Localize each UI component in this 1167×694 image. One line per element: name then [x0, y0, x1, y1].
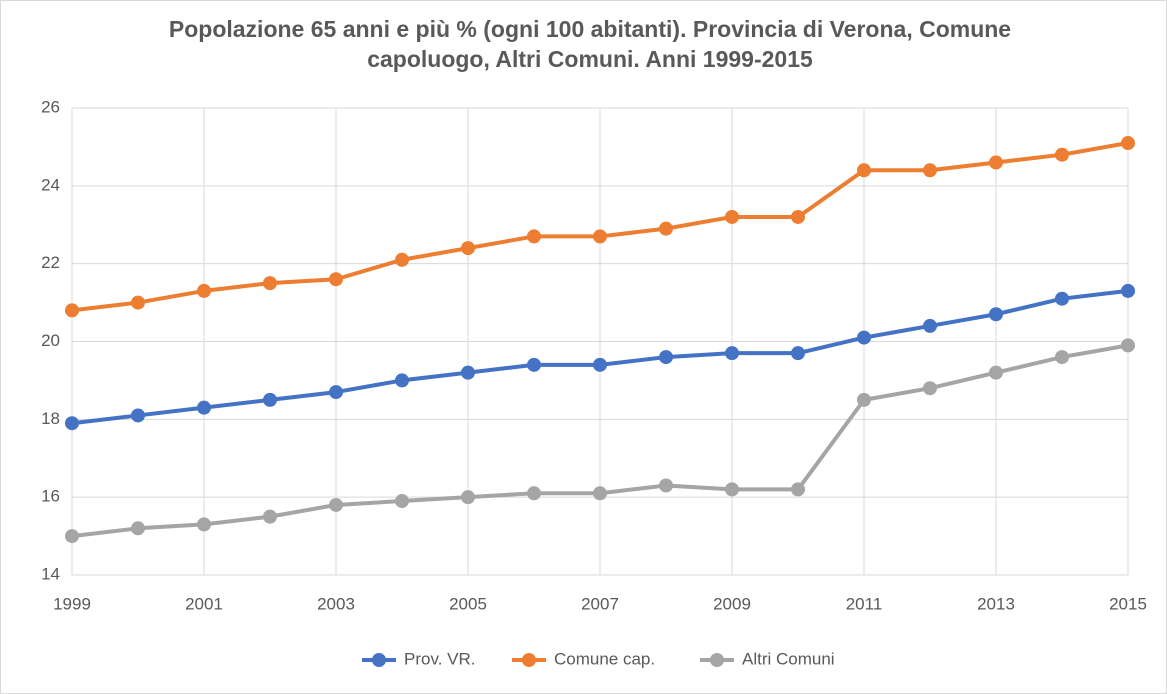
y-tick-label: 26 — [41, 97, 60, 116]
data-point — [527, 357, 541, 372]
data-point — [527, 229, 541, 244]
data-point — [197, 283, 211, 298]
legend-label: Comune cap. — [554, 649, 655, 668]
x-tick-label: 2011 — [846, 594, 883, 613]
data-point — [1121, 136, 1135, 151]
y-tick-label: 14 — [41, 564, 60, 583]
legend-label: Prov. VR. — [404, 649, 475, 668]
data-point — [593, 229, 607, 244]
data-point — [1055, 147, 1069, 162]
data-point — [1121, 283, 1135, 298]
data-point — [395, 494, 409, 509]
data-point — [65, 303, 79, 318]
data-point — [1055, 291, 1069, 306]
x-tick-label: 2007 — [581, 594, 619, 613]
x-tick-label: 2001 — [185, 594, 223, 613]
data-point — [593, 357, 607, 372]
data-point — [857, 163, 871, 178]
legend-marker — [522, 653, 536, 667]
data-point — [923, 318, 937, 333]
data-point — [725, 209, 739, 224]
legend-marker — [710, 653, 724, 667]
data-point — [131, 408, 145, 423]
data-point — [857, 392, 871, 407]
x-tick-label: 1999 — [53, 594, 91, 613]
data-point — [263, 276, 277, 291]
data-point — [659, 350, 673, 365]
data-point — [527, 486, 541, 501]
data-point — [197, 517, 211, 532]
data-point — [131, 521, 145, 536]
data-point — [1121, 338, 1135, 353]
legend-label: Altri Comuni — [742, 649, 835, 668]
data-point — [65, 416, 79, 431]
data-point — [923, 163, 937, 178]
data-point — [329, 385, 343, 400]
data-point — [989, 307, 1003, 322]
data-point — [593, 486, 607, 501]
y-tick-label: 18 — [41, 409, 60, 428]
data-point — [659, 478, 673, 493]
data-point — [659, 221, 673, 236]
data-point — [263, 392, 277, 407]
data-point — [329, 272, 343, 287]
x-tick-label: 2009 — [713, 594, 751, 613]
data-point — [791, 209, 805, 224]
data-point — [725, 346, 739, 361]
x-tick-label: 2003 — [317, 594, 355, 613]
data-point — [725, 482, 739, 497]
data-point — [791, 346, 805, 361]
x-tick-label: 2013 — [977, 594, 1015, 613]
data-point — [395, 373, 409, 388]
legend-marker — [372, 653, 386, 667]
data-point — [1055, 350, 1069, 365]
data-point — [263, 509, 277, 524]
data-point — [791, 482, 805, 497]
y-tick-label: 24 — [41, 175, 60, 194]
y-tick-label: 20 — [41, 331, 60, 350]
data-point — [197, 400, 211, 415]
data-point — [395, 252, 409, 267]
data-point — [329, 497, 343, 512]
data-point — [989, 155, 1003, 170]
data-point — [65, 529, 79, 544]
data-point — [923, 381, 937, 396]
data-point — [461, 365, 475, 380]
y-tick-label: 22 — [41, 253, 60, 272]
data-point — [461, 490, 475, 505]
data-point — [989, 365, 1003, 380]
x-tick-label: 2015 — [1109, 594, 1147, 613]
chart-title: Popolazione 65 anni e più % (ogni 100 ab… — [168, 16, 1012, 72]
data-point — [857, 330, 871, 345]
data-point — [131, 295, 145, 310]
x-tick-label: 2005 — [449, 594, 487, 613]
y-tick-label: 16 — [41, 487, 60, 506]
data-point — [461, 241, 475, 256]
